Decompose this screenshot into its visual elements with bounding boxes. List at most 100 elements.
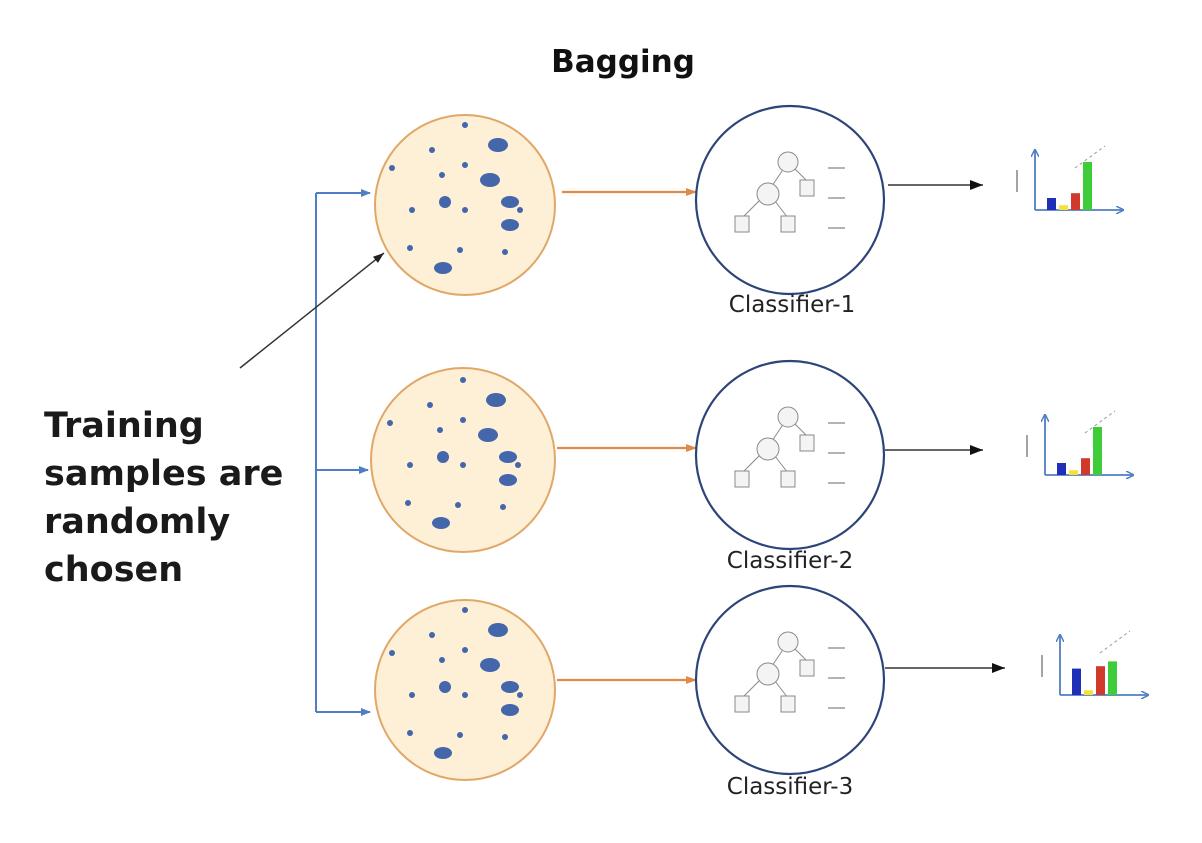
- sample-dot: [460, 377, 466, 383]
- sample-dot: [409, 692, 415, 698]
- tree-inner-node: [756, 437, 780, 461]
- sample-dot: [486, 393, 506, 407]
- sample-dot: [434, 747, 452, 759]
- sample-dot: [439, 172, 445, 178]
- sample-dot: [429, 147, 435, 153]
- classifier-1-label: Classifier-1: [728, 292, 856, 318]
- mini-chart-bar: [1047, 198, 1056, 210]
- sample-circle-body: [374, 114, 556, 296]
- sample-dot: [389, 165, 395, 171]
- row-2: [370, 359, 1133, 553]
- mini-chart-bar: [1096, 666, 1105, 695]
- sample-circle-3: [374, 599, 556, 781]
- tree-leaf-node: [734, 695, 750, 713]
- sample-dot: [432, 517, 450, 529]
- sample-dot: [480, 173, 500, 187]
- classifier-circle-body: [694, 104, 886, 296]
- tree-leaf-node: [734, 470, 750, 488]
- sample-circle-body: [370, 367, 556, 553]
- sample-dot: [499, 451, 517, 463]
- sample-dot: [409, 207, 415, 213]
- tree-root-node: [777, 151, 799, 173]
- decision-tree-icon: [734, 406, 815, 488]
- sample-dot: [462, 607, 468, 613]
- tree-leaf-node: [780, 695, 796, 713]
- mini-chart-2: [1026, 410, 1133, 475]
- mini-chart-bar: [1072, 668, 1081, 695]
- tree-leaf-node: [780, 215, 796, 233]
- tree-leaf-node: [734, 215, 750, 233]
- classifier-2-label: Classifier-2: [726, 548, 854, 574]
- side-caption-line-1: Training: [44, 406, 204, 446]
- sample-circle-2: [370, 367, 556, 553]
- mini-chart-top-label-mark: [1074, 145, 1106, 169]
- mini-chart-bar: [1108, 661, 1117, 695]
- sample-dot: [488, 623, 508, 637]
- classifier-circle-1: [694, 104, 886, 296]
- sample-dot: [434, 262, 452, 274]
- pointer-arrow: [239, 252, 385, 369]
- tree-inner-node: [756, 662, 780, 686]
- sample-dot: [407, 245, 413, 251]
- side-caption-line-4: chosen: [44, 550, 184, 590]
- sample-dot: [480, 658, 500, 672]
- sample-dot: [439, 681, 451, 693]
- sample-dot: [462, 207, 468, 213]
- sample-dot: [462, 162, 468, 168]
- tree-root-node: [777, 631, 799, 653]
- blue-connector: [315, 189, 371, 716]
- decision-tree-icon: [734, 631, 815, 713]
- side-caption-line-2: samples are: [44, 454, 284, 494]
- tree-leaf-node: [799, 434, 815, 452]
- sample-dot: [389, 650, 395, 656]
- classifier-circle-2: [694, 359, 886, 551]
- mini-chart-bar: [1057, 463, 1066, 475]
- classifier-circle-body: [694, 359, 886, 551]
- sample-circle-body: [374, 599, 556, 781]
- mini-chart-3: [1041, 630, 1148, 695]
- sample-dot: [517, 692, 523, 698]
- sample-dot: [502, 249, 508, 255]
- sample-dot: [502, 734, 508, 740]
- sample-dot: [387, 420, 393, 426]
- row-1: [374, 104, 1123, 296]
- sample-dot: [439, 657, 445, 663]
- diagram-title: Bagging: [551, 44, 695, 80]
- sample-dot: [501, 681, 519, 693]
- mini-chart-bar: [1059, 205, 1068, 210]
- sample-circle-1: [374, 114, 556, 296]
- mini-chart-bar: [1093, 427, 1102, 475]
- mini-chart-top-label-mark: [1099, 630, 1131, 654]
- sample-dot: [437, 427, 443, 433]
- mini-chart-bar: [1084, 690, 1093, 695]
- sample-dot: [478, 428, 498, 442]
- sample-dot: [457, 247, 463, 253]
- classifier-circle-3: [694, 584, 886, 776]
- sample-dot: [462, 122, 468, 128]
- tree-inner-node: [756, 182, 780, 206]
- sample-dot: [499, 474, 517, 486]
- sample-dot: [488, 138, 508, 152]
- sample-dot: [407, 730, 413, 736]
- mini-chart-bar: [1071, 193, 1080, 210]
- decision-tree-icon: [734, 151, 815, 233]
- sample-dot: [457, 732, 463, 738]
- sample-dot: [462, 692, 468, 698]
- mini-chart-bar: [1081, 458, 1090, 475]
- side-caption: Training samples are randomly chosen: [44, 402, 324, 594]
- sample-dot: [515, 462, 521, 468]
- tree-leaf-node: [799, 179, 815, 197]
- classifier-3-label: Classifier-3: [726, 774, 854, 800]
- sample-dot: [501, 219, 519, 231]
- sample-dot: [501, 196, 519, 208]
- sample-dot: [460, 462, 466, 468]
- sample-dot: [407, 462, 413, 468]
- sample-dot: [462, 647, 468, 653]
- sample-dot: [427, 402, 433, 408]
- row-3: [374, 584, 1148, 781]
- rows: [370, 104, 1148, 781]
- sample-dot: [437, 451, 449, 463]
- sample-dot: [460, 417, 466, 423]
